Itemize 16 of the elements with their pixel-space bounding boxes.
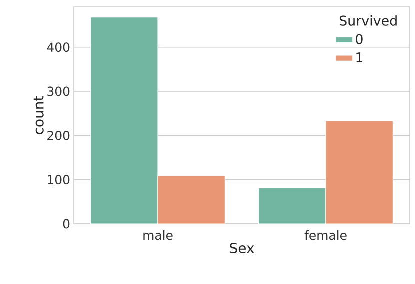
- bar: [90, 17, 158, 224]
- bar: [326, 120, 394, 224]
- y-tick-label: 200: [48, 130, 70, 140]
- y-axis-title: count: [34, 96, 44, 134]
- y-tick-label: 300: [48, 86, 70, 96]
- legend-label: 0: [356, 34, 363, 44]
- x-axis-title: Sex: [230, 242, 254, 254]
- x-tick-label: male: [144, 230, 173, 240]
- legend-title: Survived: [340, 16, 397, 26]
- y-tick-label: 400: [47, 42, 70, 52]
- bar: [258, 188, 326, 224]
- bar: [158, 176, 226, 224]
- legend-label: 1: [356, 52, 362, 62]
- y-tick-label: 100: [48, 175, 70, 185]
- y-tick-label: 0: [63, 219, 70, 229]
- x-tick-label: female: [304, 230, 347, 240]
